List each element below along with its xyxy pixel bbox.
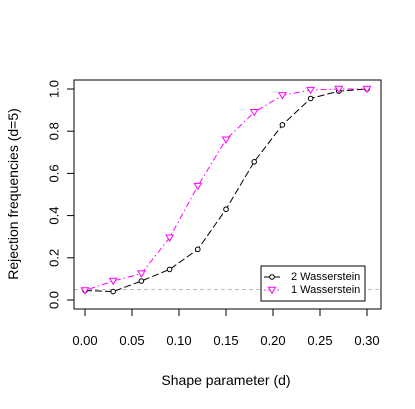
y-tick-label: 0.0 (47, 291, 62, 309)
data-point (277, 92, 287, 100)
x-tick-label: 0.10 (166, 333, 191, 348)
x-tick-label: 0.30 (354, 333, 379, 348)
data-point (251, 158, 257, 165)
y-tick-label: 0.8 (47, 122, 62, 140)
data-point (307, 95, 314, 102)
data-point (80, 287, 90, 295)
legend-swatch-marker (269, 274, 275, 280)
data-point (306, 86, 316, 95)
data-point (110, 288, 116, 295)
data-point (138, 278, 145, 284)
legend-label: 1 Wasserstein (291, 284, 360, 296)
data-point (362, 85, 372, 94)
data-point (223, 206, 229, 213)
data-point (136, 270, 146, 278)
x-tick-label: 0.15 (213, 333, 238, 348)
data-point (193, 182, 203, 191)
data-point (108, 277, 118, 286)
data-point (334, 85, 344, 94)
data-point (249, 109, 259, 117)
x-tick-label: 0.05 (119, 333, 144, 348)
series-2 (80, 85, 372, 295)
legend-label: 2 Wasserstein (291, 271, 360, 283)
legend-item: 1 Wasserstein (264, 284, 360, 296)
data-point (221, 136, 231, 144)
series-layer (80, 85, 372, 295)
legend-box (260, 265, 366, 302)
series-line (84, 88, 368, 293)
y-tick-label: 0.2 (47, 249, 62, 267)
data-point (279, 122, 286, 128)
x-axis-title: Shape parameter (d) (161, 372, 290, 388)
data-point (195, 246, 201, 253)
legend-swatch-marker (267, 286, 277, 295)
axis-layer: 0.00 0.05 0.10 0.15 0.20 0.25 0.30 0.0 0.2 0.4 0.6… (47, 80, 380, 348)
y-tick-label: 1.0 (47, 80, 62, 98)
y-tick-label: 0.4 (47, 207, 62, 225)
series-line (84, 88, 367, 291)
x-tick-label: 0.00 (72, 333, 97, 348)
data-point (166, 266, 173, 273)
legend-item: 2 Wasserstein (264, 271, 360, 283)
x-tick-label: 0.20 (260, 333, 285, 348)
data-point (165, 234, 175, 242)
y-axis-title: Rejection frequencies (d=5) (5, 108, 21, 280)
x-tick-label: 0.25 (307, 333, 332, 348)
y-tick-label: 0.6 (47, 164, 62, 182)
series-1 (82, 86, 370, 295)
